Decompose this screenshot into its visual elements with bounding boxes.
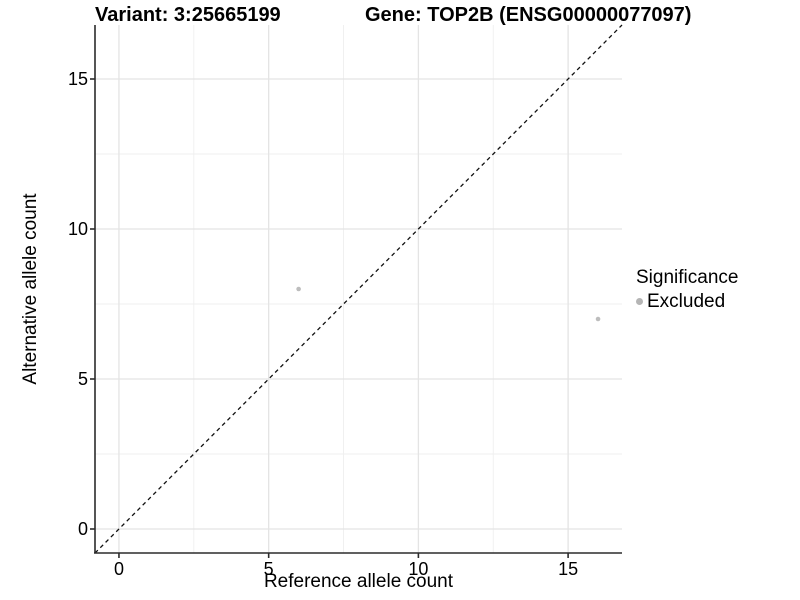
grid-minor-lines: [95, 25, 622, 553]
identity-reference-line: [94, 24, 623, 554]
identity-line: [94, 24, 623, 554]
legend-item-label: Excluded: [647, 291, 726, 312]
gene-title: Gene: TOP2B (ENSG00000077097): [365, 4, 692, 26]
x-tick-label: 5: [263, 559, 274, 579]
y-tick-label: 0: [77, 519, 88, 539]
data-point: [595, 316, 601, 322]
variant-title: Variant: 3:25665199: [95, 4, 281, 26]
data-points: [296, 286, 601, 322]
x-axis-title: Reference allele count: [263, 571, 454, 592]
axis-tick-marks: [90, 78, 569, 558]
x-tick-label: 0: [113, 559, 124, 579]
y-tick-label: 15: [67, 69, 88, 89]
legend: Significance Excluded: [636, 266, 738, 313]
y-axis-title: Alternative allele count: [20, 193, 41, 385]
legend-item-excluded: Excluded: [636, 290, 738, 313]
legend-title: Significance: [636, 267, 739, 288]
data-point: [296, 286, 301, 292]
y-tick-label: 10: [67, 219, 88, 239]
x-tick-label: 10: [408, 559, 429, 579]
axis-lines: [94, 25, 622, 554]
x-tick-label: 15: [558, 559, 579, 579]
excluded-point-icon: [636, 298, 643, 305]
y-tick-label: 5: [77, 369, 88, 389]
grid-major-lines: [95, 25, 622, 553]
